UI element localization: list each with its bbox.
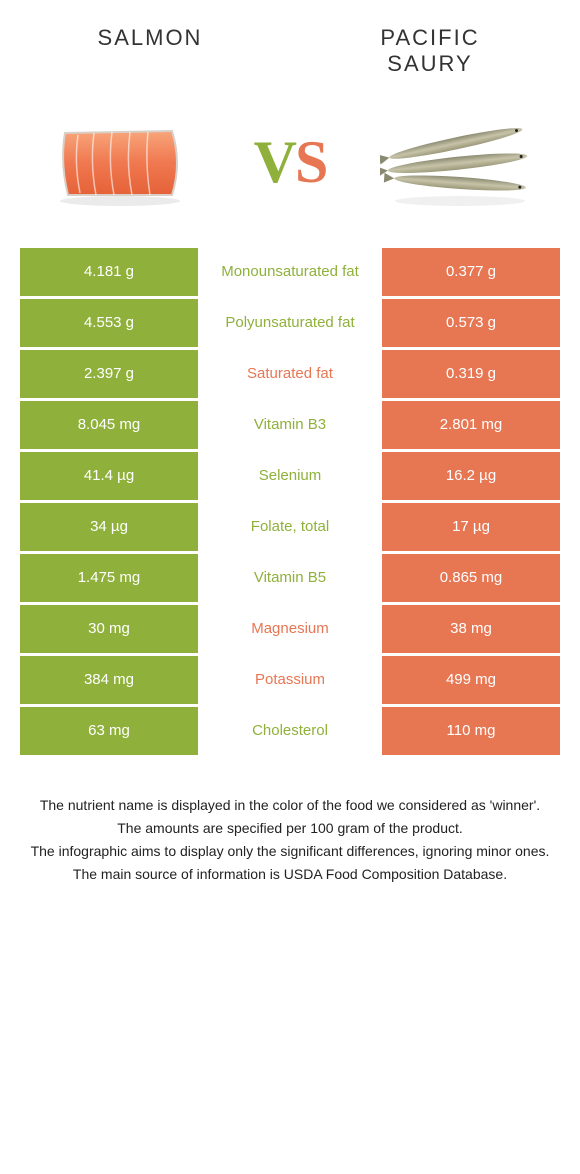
footnote-line: The infographic aims to display only the…: [30, 841, 550, 862]
value-left: 1.475 mg: [20, 554, 198, 602]
value-right: 2.801 mg: [382, 401, 560, 449]
value-left: 384 mg: [20, 656, 198, 704]
table-row: 34 µgFolate, total17 µg: [20, 503, 560, 551]
nutrient-table: 4.181 gMonounsaturated fat0.377 g4.553 g…: [20, 248, 560, 755]
value-right: 0.865 mg: [382, 554, 560, 602]
table-row: 4.553 gPolyunsaturated fat0.573 g: [20, 299, 560, 347]
value-left: 34 µg: [20, 503, 198, 551]
value-left: 4.553 g: [20, 299, 198, 347]
footnote-line: The amounts are specified per 100 gram o…: [30, 818, 550, 839]
table-row: 8.045 mgVitamin B32.801 mg: [20, 401, 560, 449]
value-left: 63 mg: [20, 707, 198, 755]
header-row: SALMON PACIFIC SAURY: [0, 0, 580, 88]
value-left: 4.181 g: [20, 248, 198, 296]
footnote-line: The main source of information is USDA F…: [30, 864, 550, 885]
salmon-image: [40, 108, 200, 218]
value-right: 16.2 µg: [382, 452, 560, 500]
nutrient-label: Folate, total: [201, 503, 379, 551]
food-title-right: PACIFIC SAURY: [340, 25, 520, 78]
vs-v: V: [254, 129, 295, 195]
nutrient-label: Polyunsaturated fat: [201, 299, 379, 347]
nutrient-label: Cholesterol: [201, 707, 379, 755]
nutrient-label: Vitamin B5: [201, 554, 379, 602]
table-row: 63 mgCholesterol110 mg: [20, 707, 560, 755]
value-right: 110 mg: [382, 707, 560, 755]
nutrient-label: Monounsaturated fat: [201, 248, 379, 296]
table-row: 30 mgMagnesium38 mg: [20, 605, 560, 653]
footnotes: The nutrient name is displayed in the co…: [30, 795, 550, 885]
table-row: 1.475 mgVitamin B50.865 mg: [20, 554, 560, 602]
table-row: 2.397 gSaturated fat0.319 g: [20, 350, 560, 398]
value-right: 38 mg: [382, 605, 560, 653]
value-right: 0.573 g: [382, 299, 560, 347]
saury-icon: [380, 113, 540, 213]
value-right: 0.377 g: [382, 248, 560, 296]
footnote-line: The nutrient name is displayed in the co…: [30, 795, 550, 816]
table-row: 41.4 µgSelenium16.2 µg: [20, 452, 560, 500]
value-left: 30 mg: [20, 605, 198, 653]
table-row: 384 mgPotassium499 mg: [20, 656, 560, 704]
value-left: 41.4 µg: [20, 452, 198, 500]
value-right: 499 mg: [382, 656, 560, 704]
nutrient-label: Vitamin B3: [201, 401, 379, 449]
value-right: 0.319 g: [382, 350, 560, 398]
nutrient-label: Magnesium: [201, 605, 379, 653]
nutrient-label: Saturated fat: [201, 350, 379, 398]
vs-row: VS: [0, 88, 580, 248]
salmon-icon: [50, 113, 190, 213]
vs-label: VS: [254, 128, 327, 197]
nutrient-label: Selenium: [201, 452, 379, 500]
value-left: 2.397 g: [20, 350, 198, 398]
nutrient-label: Potassium: [201, 656, 379, 704]
food-title-left: SALMON: [60, 25, 240, 78]
saury-image: [380, 108, 540, 218]
vs-s: S: [295, 129, 326, 195]
table-row: 4.181 gMonounsaturated fat0.377 g: [20, 248, 560, 296]
value-right: 17 µg: [382, 503, 560, 551]
value-left: 8.045 mg: [20, 401, 198, 449]
